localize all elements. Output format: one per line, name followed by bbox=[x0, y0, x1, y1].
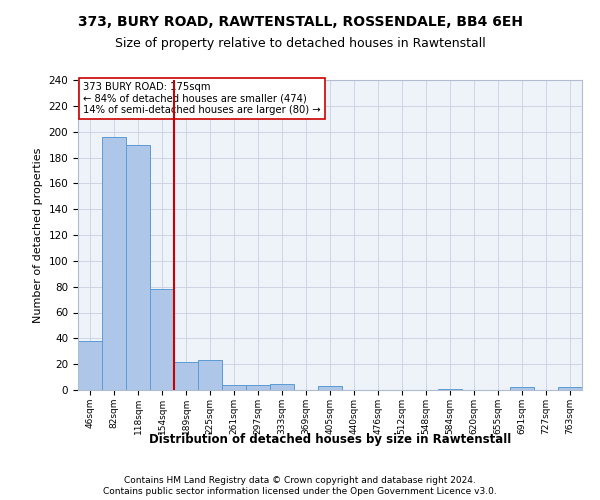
Text: Size of property relative to detached houses in Rawtenstall: Size of property relative to detached ho… bbox=[115, 38, 485, 51]
Bar bbox=[318, 386, 342, 390]
Bar bbox=[174, 362, 198, 390]
Bar bbox=[558, 388, 582, 390]
Y-axis label: Number of detached properties: Number of detached properties bbox=[33, 148, 43, 322]
Bar bbox=[510, 388, 534, 390]
Bar bbox=[78, 341, 102, 390]
Bar bbox=[126, 144, 150, 390]
Bar bbox=[270, 384, 294, 390]
Bar bbox=[438, 388, 462, 390]
Bar bbox=[150, 289, 174, 390]
Bar bbox=[246, 385, 270, 390]
Text: Contains HM Land Registry data © Crown copyright and database right 2024.: Contains HM Land Registry data © Crown c… bbox=[124, 476, 476, 485]
Bar bbox=[102, 137, 126, 390]
Text: 373, BURY ROAD, RAWTENSTALL, ROSSENDALE, BB4 6EH: 373, BURY ROAD, RAWTENSTALL, ROSSENDALE,… bbox=[77, 15, 523, 29]
Bar bbox=[222, 385, 246, 390]
Text: Distribution of detached houses by size in Rawtenstall: Distribution of detached houses by size … bbox=[149, 432, 511, 446]
Text: Contains public sector information licensed under the Open Government Licence v3: Contains public sector information licen… bbox=[103, 488, 497, 496]
Text: 373 BURY ROAD: 175sqm
← 84% of detached houses are smaller (474)
14% of semi-det: 373 BURY ROAD: 175sqm ← 84% of detached … bbox=[83, 82, 320, 115]
Bar bbox=[198, 360, 222, 390]
